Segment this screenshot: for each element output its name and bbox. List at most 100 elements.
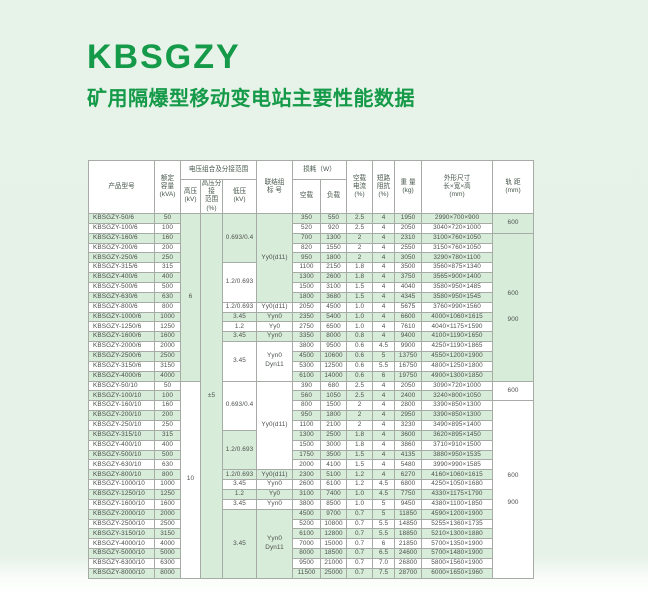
cell-weight: 3050: [394, 252, 423, 264]
header-row-2: 高压 (kV) 高压分接 范围(%) 低压 (kV) 空载 负载: [89, 179, 534, 214]
cell-load: 12800: [320, 528, 348, 540]
cell-weight: 6600: [394, 311, 423, 323]
cell-dims: 3390×850×1300: [421, 410, 494, 421]
cell-current: 2: [346, 400, 374, 412]
cell-model: KBSGZY-630/10: [88, 459, 155, 471]
cell-kva: 400: [154, 272, 181, 283]
cell-impedance: 4: [372, 252, 396, 264]
col-header-noload-loss: 空载: [292, 179, 322, 214]
cell-current: 0.7: [346, 567, 374, 579]
table-row: KBSGZY-1600/6 1600 3.45 Yyn0 3350 8000 0.8 4 940…: [88, 331, 534, 343]
table-row: KBSGZY-2500/10 2500 5200 10800 0.7 5.5 14850 52…: [88, 518, 534, 530]
cell-impedance: 4: [372, 281, 396, 293]
cell-current: 1.0: [346, 311, 374, 323]
cell-model: KBSGZY-2000/10: [88, 508, 155, 520]
cell-dims: 5800×1560×1900: [421, 558, 494, 569]
cell-weight: 3860: [394, 439, 423, 451]
table-row: KBSGZY-5000/10 5000 8000 18500 0.7 6.5 24600 57…: [88, 548, 534, 560]
cell-kva: 3150: [154, 528, 181, 540]
cell-dims: 3760×990×1560: [421, 301, 494, 313]
cell-weight: 24600: [394, 548, 423, 560]
cell-load: 4100: [320, 459, 348, 471]
table-row: KBSGZY-4000/10 4000 7000 15000 0.7 6 21850 5700…: [88, 538, 534, 550]
cell-weight: 19750: [394, 370, 423, 382]
cell-load: 2150: [320, 262, 348, 274]
cell-conn: Yyn0: [256, 479, 294, 490]
cell-noload: 9500: [292, 558, 322, 569]
col-header-gauge: 轨 距 (mm): [492, 160, 535, 214]
cell-noload: 7000: [292, 538, 322, 550]
cell-dims: 4000×1060×1615: [421, 311, 494, 323]
cell-current: 0.7: [346, 538, 374, 550]
cell-conn: Yy0(d11): [256, 380, 294, 471]
table-body: KBSGZY-50/6 50 6 ±5 0.693/0.4 Yy0(d11) 350 550 2…: [88, 212, 535, 579]
cell-weight: 2400: [394, 390, 423, 402]
performance-spec-table: 产品型号 额定 容量 (kVA) 电压组合及分接范围 联结组 标 号 损耗（W）…: [88, 160, 535, 579]
cell-noload: 6100: [292, 528, 322, 540]
cell-noload: 2050: [292, 301, 322, 313]
cell-kva: 1000: [154, 311, 181, 323]
cell-weight: 18850: [394, 528, 423, 540]
cell-load: 18500: [320, 548, 348, 560]
cell-kva: 630: [154, 459, 181, 471]
table-row: KBSGZY-1000/10 1000 3.45 Yyn0 2600 6100 1.2 4.5…: [88, 479, 534, 490]
cell-weight: 3500: [394, 262, 423, 274]
col-header-weight: 重 量 (kg): [394, 160, 423, 214]
cell-lv: 1.2/0.693: [221, 262, 258, 303]
cell-conn: Yyn0 Dyn11: [256, 341, 294, 382]
cell-model: KBSGZY-100/6: [88, 222, 155, 234]
cell-weight: 4040: [394, 281, 423, 293]
col-header-voltage-group: 电压组合及分接范围: [179, 160, 258, 180]
cell-dims: 4250×1190×1865: [421, 341, 494, 352]
table-row: KBSGZY-1250/10 1250 1.2 Yy0 3100 7400 1.0 4.5 77…: [88, 489, 534, 500]
cell-load: 1800: [320, 410, 348, 421]
cell-gauge: 600 900: [492, 400, 535, 579]
cell-impedance: 6.5: [372, 548, 396, 560]
cell-weight: 2310: [394, 232, 423, 244]
cell-kva: 500: [154, 281, 181, 293]
cell-load: 1500: [320, 400, 348, 412]
cell-current: 2: [346, 242, 374, 254]
cell-noload: 3350: [292, 331, 322, 343]
cell-load: 6500: [320, 321, 348, 333]
cell-model: KBSGZY-1250/6: [88, 321, 155, 333]
cell-noload: 2350: [292, 311, 322, 323]
cell-kva: 1600: [154, 498, 181, 510]
cell-impedance: 4: [372, 301, 396, 313]
cell-model: KBSGZY-1600/10: [88, 498, 155, 510]
cell-lv: 3.45: [221, 479, 258, 490]
cell-model: KBSGZY-200/6: [88, 242, 155, 254]
cell-noload: 4500: [292, 508, 322, 520]
table-row: KBSGZY-500/6 500 1500 3100 1.5 4 4040 3580×950×…: [88, 281, 534, 293]
table-row: KBSGZY-250/10 250 1100 2100 2 4 3230 3490×895×1…: [88, 419, 534, 431]
cell-load: 25000: [320, 567, 348, 579]
table-row: KBSGZY-315/10 315 1.2/0.693 1300 2500 1.8 4 360…: [88, 429, 534, 471]
cell-load: 21000: [320, 558, 348, 569]
table-row: KBSGZY-100/10 100 560 1050 2.5 4 2400 3240×800×…: [88, 390, 534, 402]
cell-impedance: 4: [372, 469, 396, 481]
page-title: KBSGZY: [87, 38, 241, 76]
cell-dims: 4380×1100×1850: [421, 498, 494, 510]
cell-model: KBSGZY-400/10: [88, 439, 155, 451]
cell-lv: 3.45: [221, 498, 258, 510]
cell-tap: ±5: [200, 212, 223, 579]
cell-lv: 0.693/0.4: [221, 212, 258, 264]
cell-conn: Yy0(d11): [256, 301, 294, 313]
cell-weight: 28700: [394, 567, 423, 579]
cell-load: 12500: [320, 360, 348, 372]
cell-dims: 4550×1200×1900: [421, 350, 494, 362]
cell-gauge: 600: [492, 212, 535, 234]
cell-impedance: 4.5: [372, 479, 396, 490]
cell-load: 10800: [320, 518, 348, 530]
cell-dims: 3565×900×1400: [421, 272, 494, 283]
cell-noload: 2600: [292, 479, 322, 490]
cell-model: KBSGZY-50/6: [88, 212, 155, 224]
cell-impedance: 7.5: [372, 567, 396, 579]
cell-dims: 4040×1175×1590: [421, 321, 494, 333]
cell-dims: 5210×1300×1880: [421, 528, 494, 540]
cell-model: KBSGZY-500/6: [88, 281, 155, 293]
cell-weight: 13750: [394, 350, 423, 362]
cell-impedance: 4: [372, 410, 396, 421]
cell-load: 1550: [320, 242, 348, 254]
